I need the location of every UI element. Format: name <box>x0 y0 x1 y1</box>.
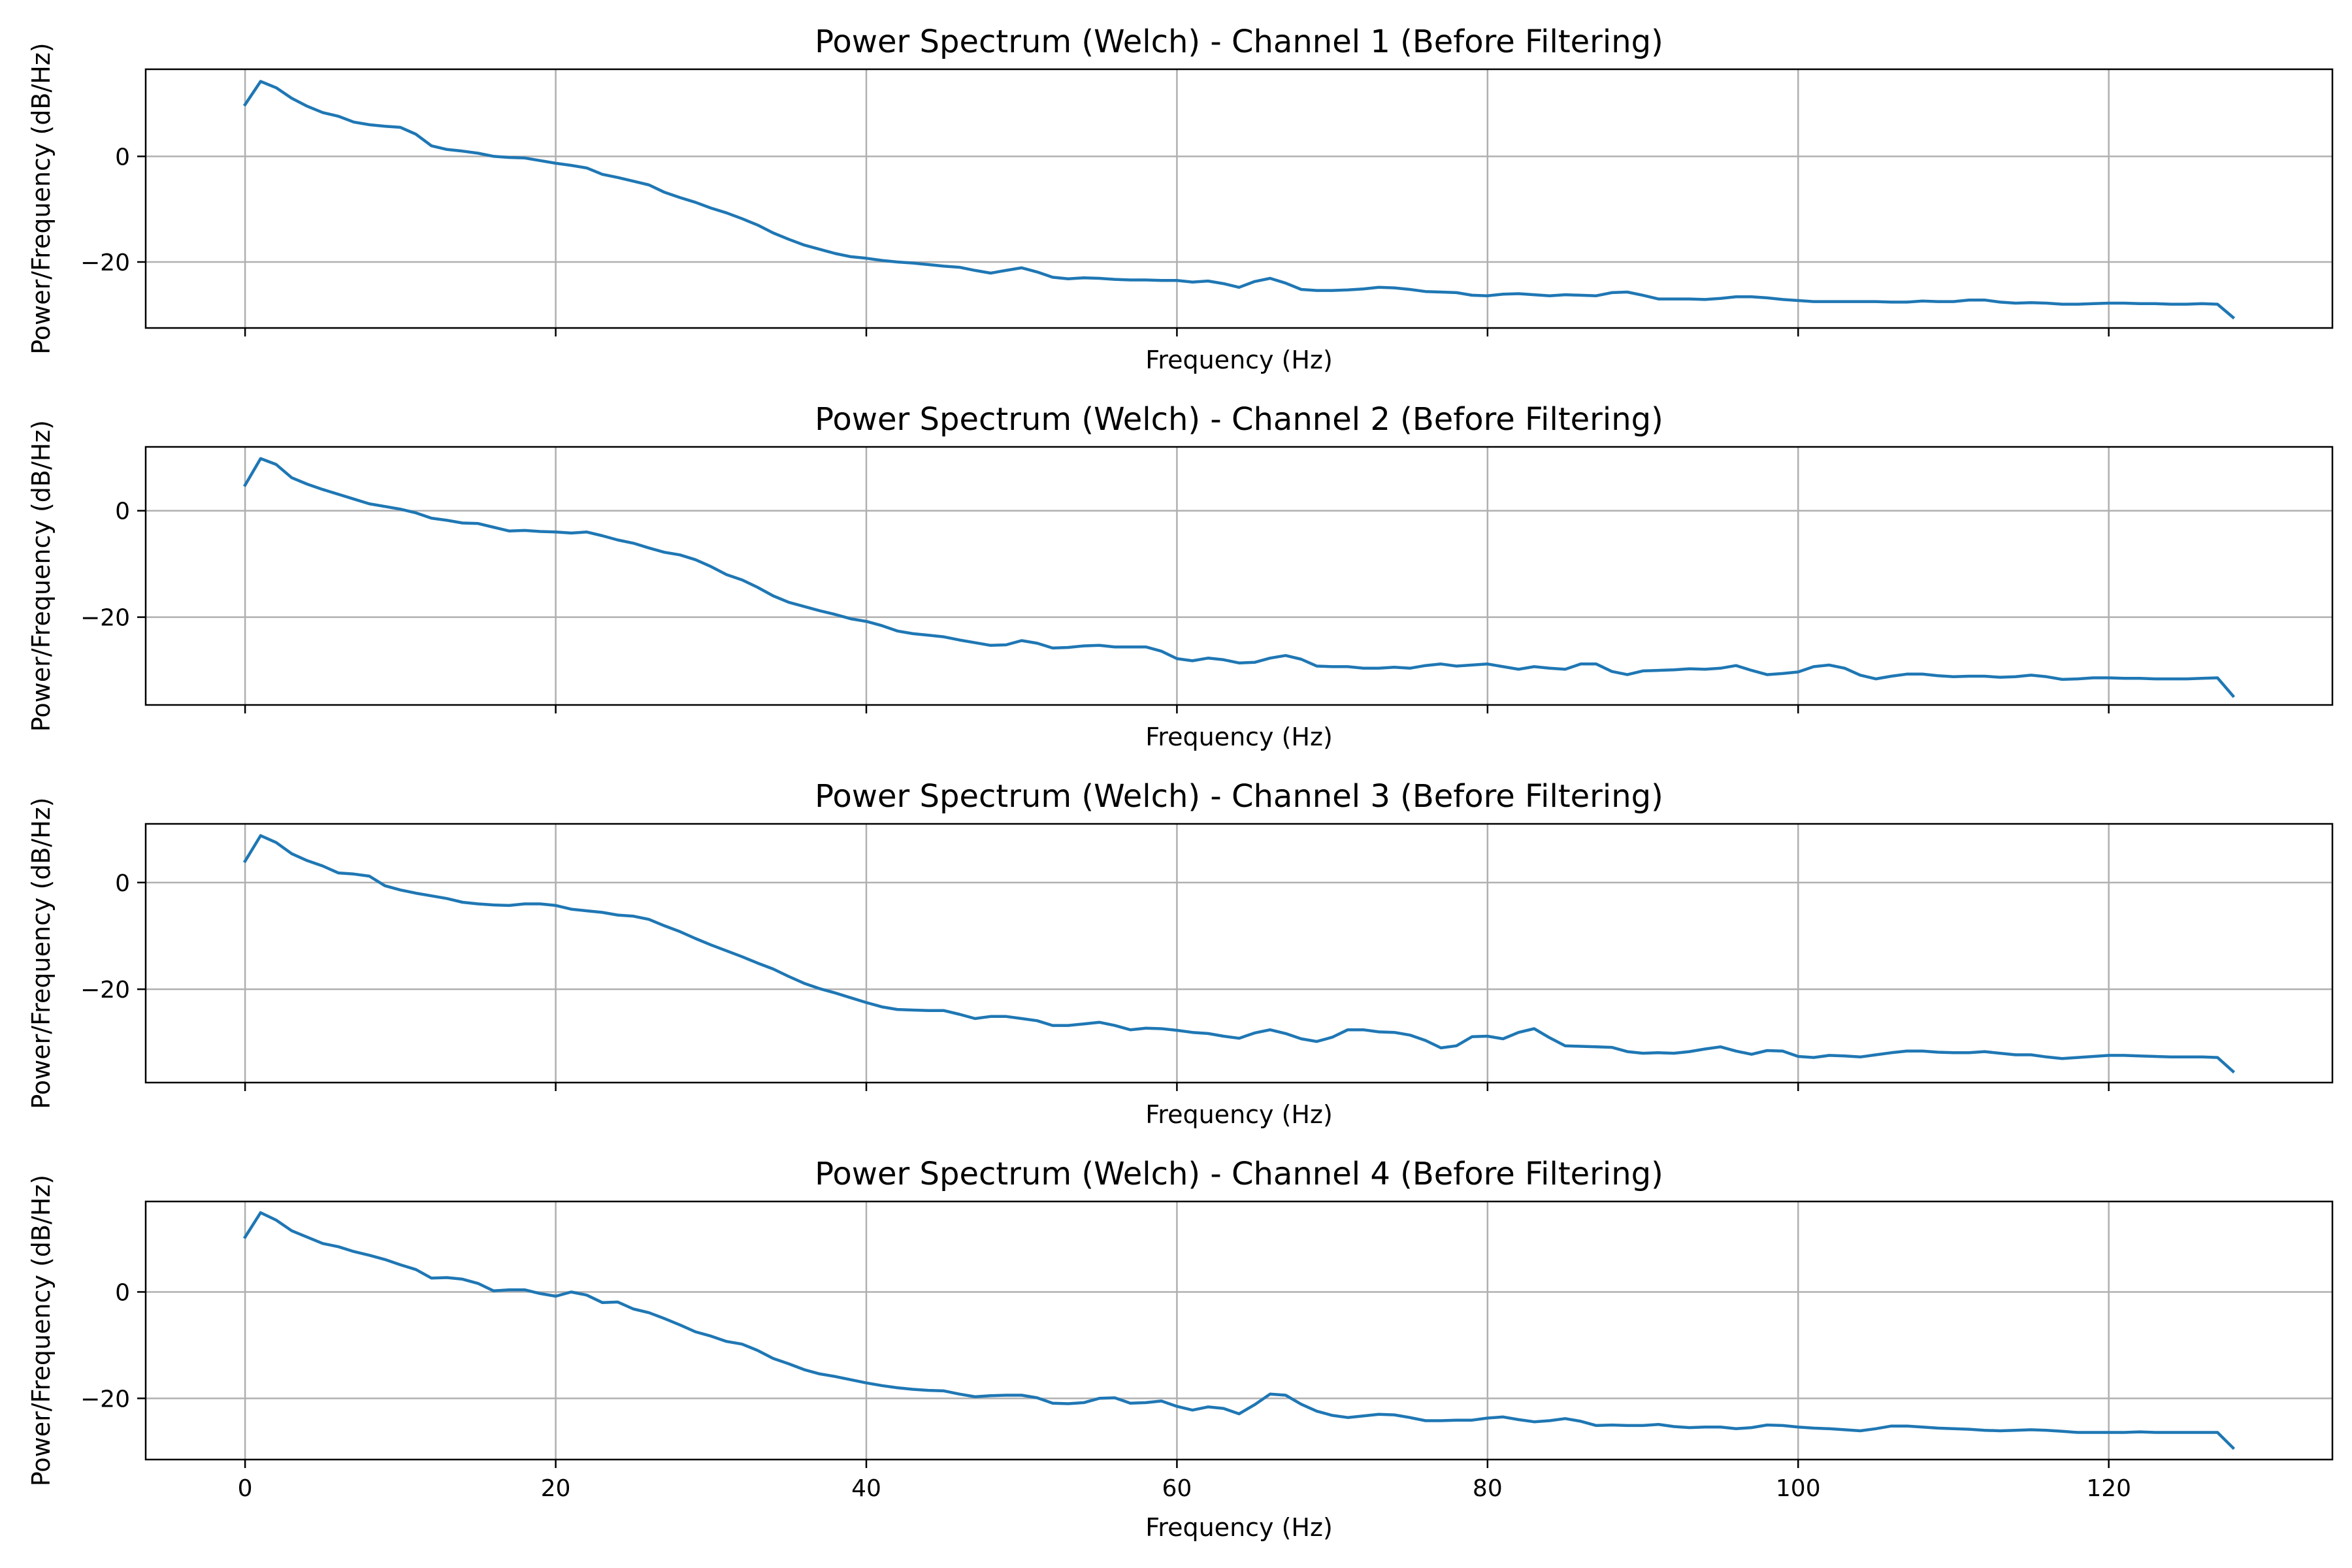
y-axis-label: Power/Frequency (dB/Hz) <box>27 1175 56 1486</box>
y-axis-label: Power/Frequency (dB/Hz) <box>27 420 56 732</box>
y-tick-label: 0 <box>115 144 130 171</box>
x-tick-label: 80 <box>1473 1475 1503 1502</box>
y-axis-label: Power/Frequency (dB/Hz) <box>27 42 56 354</box>
axes-frame <box>144 823 2334 1084</box>
y-tick-label: −20 <box>80 977 130 1004</box>
x-tick-label: 60 <box>1162 1475 1192 1502</box>
x-axis-label: Frequency (Hz) <box>1145 346 1333 374</box>
x-axis-label: Frequency (Hz) <box>1145 1100 1333 1129</box>
x-axis-label: Frequency (Hz) <box>1145 1513 1333 1542</box>
psd-series-line <box>243 834 2236 1074</box>
chart-title: Power Spectrum (Welch) - Channel 2 (Befo… <box>815 401 1663 438</box>
y-tick-label: −20 <box>80 605 130 632</box>
y-tick-label: 0 <box>115 498 130 525</box>
y-tick-label: −20 <box>80 250 130 276</box>
y-tick-label: 0 <box>115 1279 130 1306</box>
x-tick-label: 20 <box>541 1475 571 1502</box>
psd-series-line <box>242 1211 2236 1450</box>
x-tick-label: 100 <box>1776 1475 1821 1502</box>
psd-series-line <box>242 80 2236 319</box>
chart-title: Power Spectrum (Welch) - Channel 1 (Befo… <box>815 24 1663 60</box>
psd-series-line <box>243 457 2236 698</box>
x-axis-label: Frequency (Hz) <box>1145 723 1333 751</box>
y-tick-label: 0 <box>115 870 130 897</box>
y-axis-label: Power/Frequency (dB/Hz) <box>27 797 56 1109</box>
y-tick-label: −20 <box>80 1386 130 1413</box>
chart-title: Power Spectrum (Welch) - Channel 4 (Befo… <box>815 1156 1663 1192</box>
axes-frame <box>144 68 2334 329</box>
x-tick-label: 40 <box>851 1475 881 1502</box>
axes-frame <box>144 446 2334 706</box>
x-tick-label: 0 <box>238 1475 253 1502</box>
chart-title: Power Spectrum (Welch) - Channel 3 (Befo… <box>815 778 1663 815</box>
x-tick-label: 120 <box>2086 1475 2131 1502</box>
axes-frame <box>144 1200 2334 1461</box>
